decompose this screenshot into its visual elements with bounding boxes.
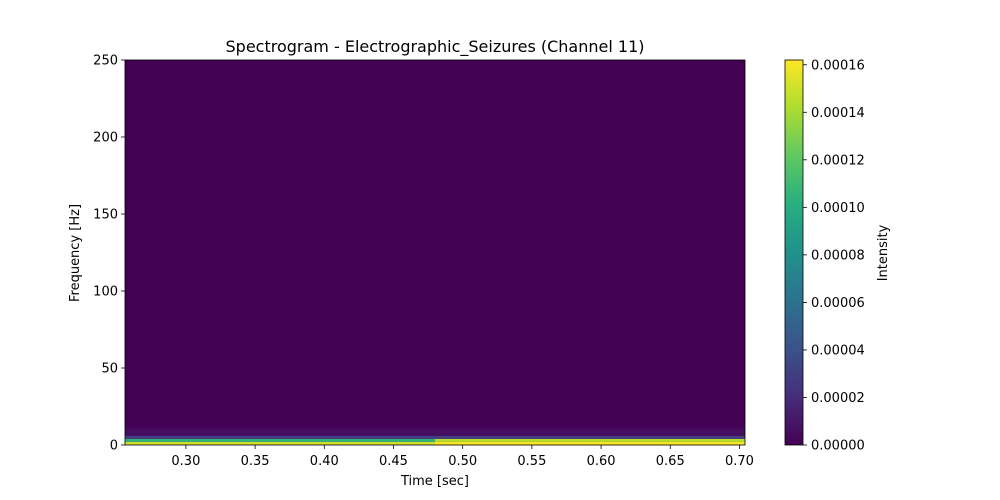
y-tick-label: 0	[110, 439, 118, 454]
x-axis: 0.30 0.35 0.40 0.45 0.50 0.55 0.60 0.65 0.70	[171, 445, 754, 469]
colorbar-tick-label: 0.00016	[811, 58, 865, 73]
x-tick-label: 0.65	[656, 454, 685, 469]
y-axis: 0 50 100 150 200 250	[93, 54, 125, 454]
y-tick-label: 50	[101, 362, 118, 377]
colorbar-tick-label: 0.00002	[811, 391, 865, 406]
x-axis-label: Time [sec]	[400, 474, 469, 489]
spectrogram-cell	[435, 438, 745, 442]
plot-frame	[124, 59, 746, 446]
x-tick-label: 0.35	[241, 454, 270, 469]
colorbar-tick-label: 0.00008	[811, 248, 865, 263]
spectrogram-cell	[125, 435, 745, 439]
spectrogram-cell	[125, 429, 745, 436]
x-tick-label: 0.55	[517, 454, 546, 469]
y-tick-label: 200	[93, 131, 118, 146]
x-tick-label: 0.40	[310, 454, 339, 469]
x-tick-label: 0.45	[379, 454, 408, 469]
spectrogram-cell	[435, 441, 745, 445]
y-tick-label: 250	[93, 54, 118, 69]
spectrogram-cell	[125, 441, 435, 445]
plot-area	[124, 59, 746, 446]
spectrogram-cell	[125, 438, 435, 442]
y-tick-label: 100	[93, 285, 118, 300]
colorbar-tick-label: 0.00014	[811, 106, 865, 121]
spectrogram-cell	[125, 426, 745, 430]
colorbar	[784, 59, 804, 446]
x-tick-label: 0.30	[171, 454, 200, 469]
chart-title: Spectrogram - Electrographic_Seizures (C…	[226, 37, 645, 57]
y-tick-label: 150	[93, 208, 118, 223]
colorbar-axis: 0.00000 0.00002 0.00004 0.00006 0.00008 0.000…	[803, 58, 865, 454]
y-axis-label: Frequency [Hz]	[68, 204, 83, 302]
x-tick-label: 0.60	[587, 454, 616, 469]
colorbar-label: Intensity	[876, 224, 891, 281]
colorbar-tick-label: 0.00010	[811, 201, 865, 216]
colorbar-tick-label: 0.00000	[811, 439, 865, 454]
x-tick-label: 0.50	[448, 454, 477, 469]
colorbar-tick-label: 0.00004	[811, 343, 865, 358]
colorbar-tick-label: 0.00006	[811, 296, 865, 311]
spectrogram-cell	[125, 60, 745, 427]
colorbar-tick-label: 0.00012	[811, 153, 865, 168]
x-tick-label: 0.70	[725, 454, 754, 469]
